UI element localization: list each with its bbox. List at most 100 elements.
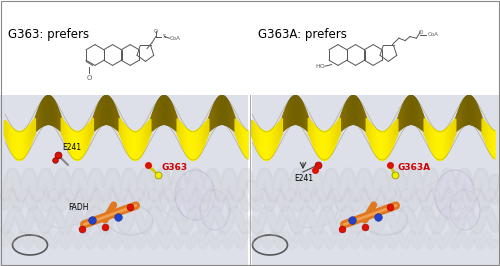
FancyBboxPatch shape xyxy=(470,96,472,125)
FancyBboxPatch shape xyxy=(222,95,224,125)
FancyBboxPatch shape xyxy=(292,96,294,125)
FancyBboxPatch shape xyxy=(412,96,414,125)
FancyBboxPatch shape xyxy=(52,98,54,126)
FancyBboxPatch shape xyxy=(290,98,292,126)
FancyBboxPatch shape xyxy=(180,123,182,142)
FancyBboxPatch shape xyxy=(76,131,79,161)
FancyBboxPatch shape xyxy=(379,131,382,161)
FancyBboxPatch shape xyxy=(420,110,422,129)
FancyBboxPatch shape xyxy=(110,98,112,126)
FancyBboxPatch shape xyxy=(177,122,180,133)
FancyBboxPatch shape xyxy=(148,119,152,135)
FancyBboxPatch shape xyxy=(356,97,358,126)
Ellipse shape xyxy=(435,170,475,220)
FancyBboxPatch shape xyxy=(452,122,454,140)
FancyBboxPatch shape xyxy=(152,111,155,130)
FancyBboxPatch shape xyxy=(87,124,90,145)
FancyBboxPatch shape xyxy=(218,97,220,126)
FancyBboxPatch shape xyxy=(320,131,323,160)
FancyBboxPatch shape xyxy=(414,99,418,126)
FancyBboxPatch shape xyxy=(309,121,312,138)
FancyBboxPatch shape xyxy=(330,128,333,154)
FancyBboxPatch shape xyxy=(444,130,446,158)
FancyBboxPatch shape xyxy=(44,96,48,125)
FancyBboxPatch shape xyxy=(24,129,26,157)
FancyBboxPatch shape xyxy=(170,103,173,127)
Text: O: O xyxy=(86,75,92,81)
FancyBboxPatch shape xyxy=(12,128,14,156)
FancyBboxPatch shape xyxy=(28,126,30,149)
FancyBboxPatch shape xyxy=(126,127,128,151)
FancyBboxPatch shape xyxy=(84,127,87,151)
FancyBboxPatch shape xyxy=(364,118,368,132)
FancyBboxPatch shape xyxy=(300,100,302,127)
FancyBboxPatch shape xyxy=(396,118,400,132)
FancyBboxPatch shape xyxy=(236,121,238,138)
FancyBboxPatch shape xyxy=(127,128,130,154)
FancyBboxPatch shape xyxy=(100,98,103,126)
FancyBboxPatch shape xyxy=(316,128,318,154)
FancyBboxPatch shape xyxy=(230,110,234,129)
FancyBboxPatch shape xyxy=(14,130,16,158)
FancyBboxPatch shape xyxy=(396,119,398,135)
FancyBboxPatch shape xyxy=(138,130,141,158)
FancyBboxPatch shape xyxy=(395,120,398,136)
FancyBboxPatch shape xyxy=(208,115,212,131)
FancyBboxPatch shape xyxy=(5,122,8,140)
FancyBboxPatch shape xyxy=(301,102,304,127)
FancyBboxPatch shape xyxy=(214,103,216,127)
FancyBboxPatch shape xyxy=(346,100,349,127)
FancyBboxPatch shape xyxy=(93,114,96,131)
FancyBboxPatch shape xyxy=(408,96,410,125)
FancyBboxPatch shape xyxy=(454,118,458,132)
FancyBboxPatch shape xyxy=(332,126,335,149)
FancyBboxPatch shape xyxy=(244,130,248,158)
FancyBboxPatch shape xyxy=(86,125,89,147)
FancyBboxPatch shape xyxy=(383,131,386,160)
FancyBboxPatch shape xyxy=(439,131,442,161)
FancyBboxPatch shape xyxy=(98,102,101,127)
FancyBboxPatch shape xyxy=(277,123,280,143)
FancyBboxPatch shape xyxy=(337,121,340,138)
FancyBboxPatch shape xyxy=(42,98,45,126)
FancyBboxPatch shape xyxy=(341,112,344,130)
FancyBboxPatch shape xyxy=(202,125,204,147)
FancyBboxPatch shape xyxy=(360,105,362,128)
FancyBboxPatch shape xyxy=(159,97,162,126)
FancyBboxPatch shape xyxy=(176,118,180,135)
FancyBboxPatch shape xyxy=(212,106,215,128)
FancyBboxPatch shape xyxy=(74,131,77,161)
FancyBboxPatch shape xyxy=(250,120,254,136)
FancyBboxPatch shape xyxy=(434,130,438,159)
FancyBboxPatch shape xyxy=(308,120,312,136)
FancyBboxPatch shape xyxy=(81,129,84,157)
FancyBboxPatch shape xyxy=(432,128,434,154)
FancyBboxPatch shape xyxy=(268,131,270,160)
FancyBboxPatch shape xyxy=(198,128,200,155)
FancyBboxPatch shape xyxy=(6,123,10,144)
FancyBboxPatch shape xyxy=(240,126,243,149)
FancyBboxPatch shape xyxy=(172,108,175,129)
FancyBboxPatch shape xyxy=(268,130,272,159)
FancyBboxPatch shape xyxy=(84,127,86,152)
FancyBboxPatch shape xyxy=(468,95,470,125)
FancyBboxPatch shape xyxy=(365,119,368,132)
FancyBboxPatch shape xyxy=(330,128,332,155)
FancyBboxPatch shape xyxy=(316,128,319,155)
FancyBboxPatch shape xyxy=(305,113,308,130)
FancyBboxPatch shape xyxy=(108,97,111,126)
FancyBboxPatch shape xyxy=(484,122,486,140)
FancyBboxPatch shape xyxy=(128,128,130,155)
FancyBboxPatch shape xyxy=(122,124,125,144)
FancyBboxPatch shape xyxy=(308,119,311,136)
FancyBboxPatch shape xyxy=(399,111,402,130)
FancyBboxPatch shape xyxy=(377,130,380,159)
FancyBboxPatch shape xyxy=(196,130,198,159)
FancyBboxPatch shape xyxy=(102,96,105,125)
FancyBboxPatch shape xyxy=(98,103,100,127)
FancyBboxPatch shape xyxy=(246,130,248,159)
FancyBboxPatch shape xyxy=(252,121,254,139)
FancyBboxPatch shape xyxy=(451,122,454,141)
FancyBboxPatch shape xyxy=(384,130,388,159)
FancyBboxPatch shape xyxy=(385,130,388,159)
